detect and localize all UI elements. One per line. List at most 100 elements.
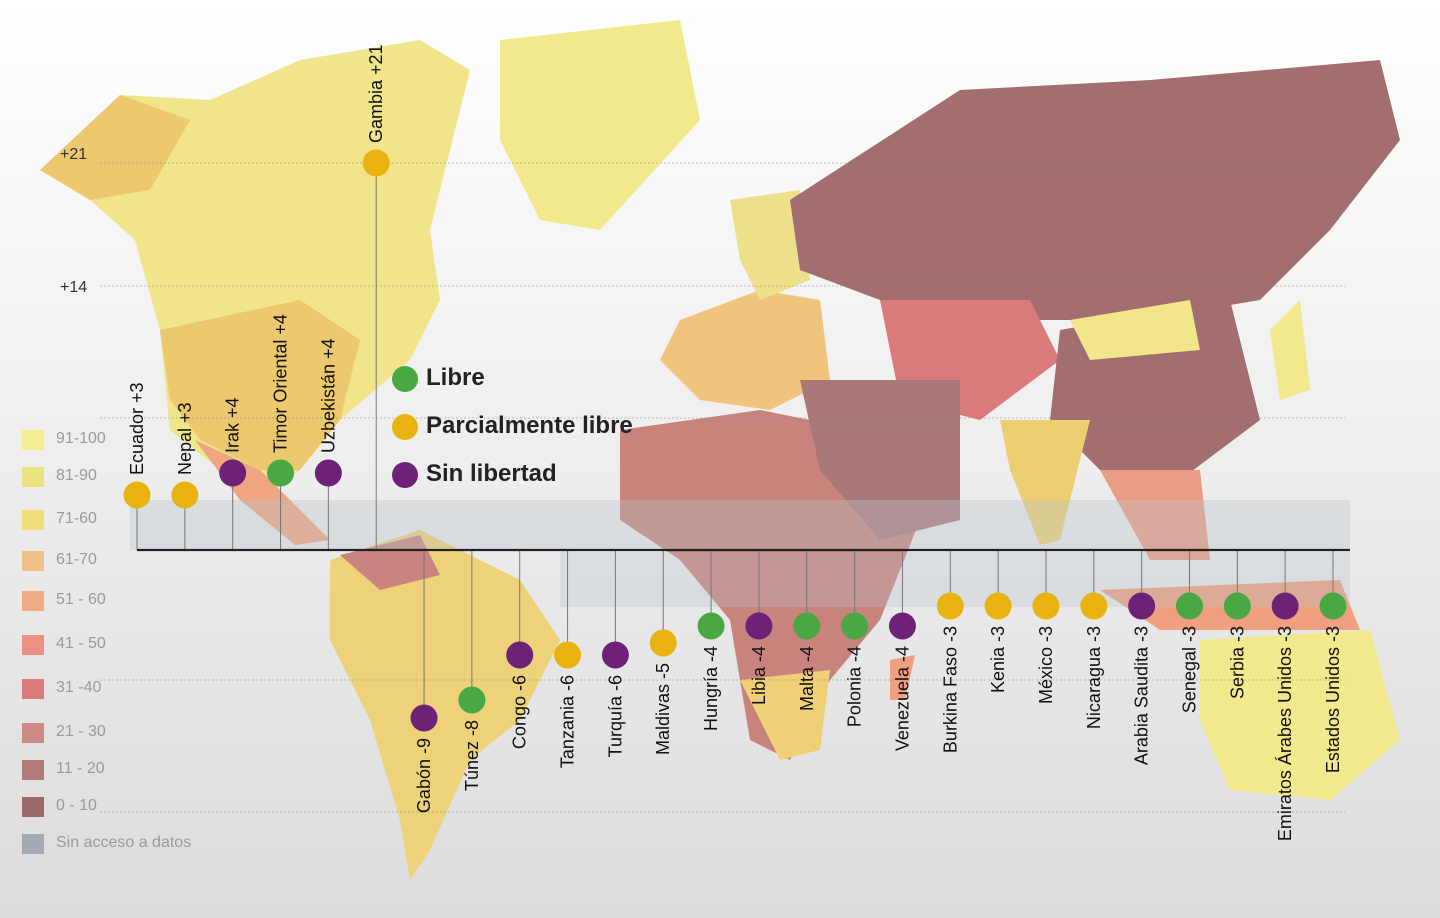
map-mongolia — [1070, 300, 1200, 360]
status-legend-label: Sin libertad — [426, 460, 557, 487]
legend-label: 81-90 — [56, 467, 97, 484]
data-label: Emiratos Árabes Unidos -3 — [1275, 626, 1295, 841]
data-point — [458, 686, 486, 714]
data-point — [984, 592, 1012, 620]
legend-label: 61-70 — [56, 551, 97, 568]
data-point — [314, 459, 342, 487]
legend-swatch — [22, 510, 44, 530]
legend-swatch — [22, 551, 44, 571]
data-point — [219, 459, 247, 487]
data-label: Uzbekistán +4 — [318, 338, 338, 453]
legend-label: 51 - 60 — [56, 591, 106, 608]
data-point — [793, 612, 821, 640]
data-label: Malta -4 — [797, 646, 817, 711]
data-label: Libia -4 — [749, 646, 769, 705]
map-middle-east — [800, 380, 960, 540]
legend-label: 11 - 20 — [56, 760, 105, 777]
data-label: Gabón -9 — [414, 738, 434, 813]
legend-label: 31 -40 — [56, 679, 102, 696]
map-venezuela — [340, 535, 440, 590]
data-label: Gambia +21 — [366, 44, 386, 143]
data-label: Senegal -3 — [1179, 626, 1199, 713]
legend-label: 0 - 10 — [56, 797, 97, 814]
data-point — [1271, 592, 1299, 620]
data-label: Hungría -4 — [701, 646, 721, 731]
data-label: Nepal +3 — [175, 402, 195, 475]
legend-label: Sin acceso a datos — [56, 834, 192, 851]
map-russia — [790, 60, 1400, 320]
lollipop-layer: Ecuador +3 Nepal +3 Irak +4 Timor Oriental … — [123, 44, 1347, 841]
data-point — [267, 459, 295, 487]
map-india — [1000, 420, 1090, 545]
legend-swatch — [22, 591, 44, 611]
data-label: Serbia -3 — [1227, 626, 1247, 699]
map-south-america — [330, 530, 560, 880]
data-label: México -3 — [1036, 626, 1056, 704]
legend-swatch — [22, 723, 44, 743]
legend-label: 41 - 50 — [56, 635, 106, 652]
data-point — [1080, 592, 1108, 620]
map-australia — [1200, 630, 1400, 800]
data-label: Venezuela -4 — [892, 646, 912, 751]
data-point — [649, 629, 677, 657]
status-dot — [392, 414, 418, 440]
status-legend-label: Libre — [426, 364, 485, 391]
legend-swatch — [22, 467, 44, 487]
map-japan — [1270, 300, 1310, 400]
data-label: Irak +4 — [223, 397, 243, 453]
data-point — [888, 612, 916, 640]
map-usa — [160, 300, 360, 470]
status-legend-label: Parcialmente libre — [426, 412, 633, 439]
data-point — [745, 612, 773, 640]
map-southern-africa — [740, 670, 830, 760]
map-europe — [660, 290, 830, 410]
data-point — [601, 641, 629, 669]
legend-swatch — [22, 834, 44, 854]
data-label: Timor Oriental +4 — [271, 314, 291, 453]
data-label: Kenia -3 — [988, 626, 1008, 693]
map-southeast-asia — [1100, 470, 1210, 560]
baseline-band — [130, 500, 1350, 550]
legend-swatch — [22, 797, 44, 817]
data-point — [1032, 592, 1060, 620]
legend-label: 91-100 — [56, 430, 106, 447]
legend-label: 71-60 — [56, 510, 97, 527]
legend-swatch — [22, 635, 44, 655]
status-dot — [392, 462, 418, 488]
map-madagascar — [890, 655, 915, 700]
y-tick-label: +21 — [60, 146, 88, 163]
y-tick-label: +14 — [60, 279, 88, 296]
data-label: Nicaragua -3 — [1084, 626, 1104, 729]
map-greenland — [500, 20, 700, 230]
legend-label: 21 - 30 — [56, 723, 106, 740]
data-point — [1128, 592, 1156, 620]
data-label: Turquía -6 — [605, 675, 625, 757]
data-point — [1319, 592, 1347, 620]
data-point — [123, 481, 151, 509]
data-label: Congo -6 — [510, 675, 530, 749]
data-point — [841, 612, 869, 640]
legend-swatch — [22, 760, 44, 780]
data-point — [410, 704, 438, 732]
data-label: Túnez -8 — [462, 720, 482, 791]
data-label: Ecuador +3 — [127, 382, 147, 475]
data-point — [936, 592, 964, 620]
legend-swatch — [22, 679, 44, 699]
data-label: Tanzania -6 — [558, 675, 578, 768]
data-point — [506, 641, 534, 669]
data-point — [1223, 592, 1251, 620]
data-point — [554, 641, 582, 669]
data-point — [362, 149, 390, 177]
data-label: Maldivas -5 — [653, 663, 673, 755]
data-point — [171, 481, 199, 509]
data-point — [1175, 592, 1203, 620]
map-alaska — [40, 95, 190, 200]
map-scandinavia — [730, 190, 810, 300]
data-label: Estados Unidos -3 — [1323, 626, 1343, 773]
data-label: Polonia -4 — [845, 646, 865, 727]
data-point — [697, 612, 725, 640]
status-dot — [392, 366, 418, 392]
data-label: Burkina Faso -3 — [940, 626, 960, 753]
